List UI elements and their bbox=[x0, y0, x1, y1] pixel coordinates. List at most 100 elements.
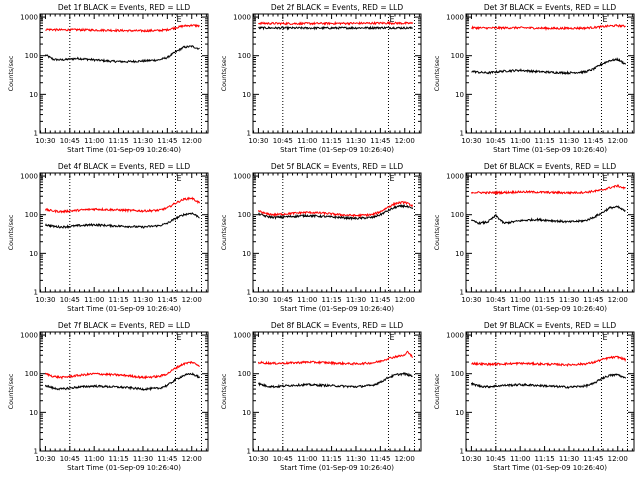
x-tick-label: 12:00 bbox=[182, 296, 202, 304]
lld-series-line bbox=[44, 196, 201, 214]
y-tick-label: 1000 bbox=[233, 332, 251, 340]
y-tick-label: 100 bbox=[451, 211, 464, 219]
events-series-line bbox=[471, 57, 627, 76]
x-tick-label: 11:30 bbox=[559, 455, 579, 463]
chart-title: Det 2f BLACK = Events, RED = LLD bbox=[271, 3, 404, 12]
chart-title: Det 5f BLACK = Events, RED = LLD bbox=[271, 162, 404, 171]
events-series-line bbox=[470, 205, 626, 225]
x-tick-label: 11:00 bbox=[297, 455, 317, 463]
x-tick-label: 11:45 bbox=[370, 296, 390, 304]
chart-title: Det 6f BLACK = Events, RED = LLD bbox=[484, 162, 617, 171]
x-tick-label: 11:15 bbox=[108, 455, 128, 463]
plot-frame bbox=[39, 331, 209, 452]
event-marker-label: E bbox=[176, 333, 181, 342]
events-series-line bbox=[44, 211, 200, 229]
x-tick-label: 11:30 bbox=[133, 137, 153, 145]
x-tick-label: 10:30 bbox=[461, 137, 481, 145]
chart-panel-1: Det 1f BLACK = Events, RED = LLD 1 10 100 10… bbox=[7, 3, 209, 154]
lld-series-line bbox=[471, 355, 627, 367]
x-axis-label: Start Time (01-Sep-09 10:26:40) bbox=[280, 146, 394, 154]
x-tick-label: 11:15 bbox=[321, 296, 341, 304]
y-tick-label: 1 bbox=[34, 448, 38, 456]
x-axis-label: Start Time (01-Sep-09 10:26:40) bbox=[493, 146, 607, 154]
y-axis-label: Counts/sec bbox=[433, 55, 441, 91]
y-tick-label: 10 bbox=[29, 250, 38, 258]
y-tick-label: 1 bbox=[247, 448, 251, 456]
event-marker-label: E bbox=[602, 15, 607, 24]
y-tick-label: 1000 bbox=[20, 14, 38, 22]
y-tick-label: 100 bbox=[25, 211, 38, 219]
x-tick-label: 10:30 bbox=[248, 137, 268, 145]
x-tick-label: 11:45 bbox=[157, 296, 177, 304]
chart-panel-6: Det 6f BLACK = Events, RED = LLD 1 10 100 10… bbox=[433, 162, 635, 313]
plot-frame bbox=[465, 331, 635, 452]
lld-series-line bbox=[258, 20, 414, 26]
y-tick-label: 10 bbox=[242, 250, 251, 258]
chart-title: Det 1f BLACK = Events, RED = LLD bbox=[58, 3, 191, 12]
event-marker-label: E bbox=[389, 333, 394, 342]
plot-frame bbox=[465, 172, 635, 293]
plot-frame bbox=[252, 13, 422, 134]
plot-frame bbox=[39, 172, 209, 293]
y-tick-label: 10 bbox=[242, 91, 251, 99]
y-axis-label: Counts/sec bbox=[7, 55, 15, 91]
x-tick-label: 12:00 bbox=[182, 137, 202, 145]
y-tick-label: 100 bbox=[451, 52, 464, 60]
x-tick-label: 12:00 bbox=[608, 296, 628, 304]
x-tick-label: 11:30 bbox=[346, 296, 366, 304]
x-tick-label: 12:00 bbox=[608, 137, 628, 145]
event-marker-label: E bbox=[602, 333, 607, 342]
x-axis-label: Start Time (01-Sep-09 10:26:40) bbox=[493, 464, 607, 472]
x-tick-label: 11:00 bbox=[510, 296, 530, 304]
y-tick-label: 100 bbox=[25, 370, 38, 378]
x-tick-label: 10:45 bbox=[273, 455, 293, 463]
x-tick-label: 11:30 bbox=[346, 137, 366, 145]
x-tick-label: 11:15 bbox=[534, 455, 554, 463]
x-tick-label: 12:00 bbox=[608, 455, 628, 463]
plot-frame bbox=[252, 331, 422, 452]
chart-panel-8: Det 8f BLACK = Events, RED = LLD 1 10 100 10… bbox=[220, 321, 422, 472]
x-tick-label: 12:00 bbox=[395, 137, 415, 145]
y-tick-label: 10 bbox=[455, 250, 464, 258]
chart-title: Det 8f BLACK = Events, RED = LLD bbox=[271, 321, 404, 330]
x-tick-label: 12:00 bbox=[395, 455, 415, 463]
x-tick-label: 11:45 bbox=[157, 137, 177, 145]
x-tick-label: 10:45 bbox=[273, 296, 293, 304]
x-tick-label: 11:00 bbox=[297, 296, 317, 304]
chart-title: Det 4f BLACK = Events, RED = LLD bbox=[58, 162, 191, 171]
x-tick-label: 12:00 bbox=[182, 455, 202, 463]
plot-frame bbox=[252, 172, 422, 293]
chart-title: Det 3f BLACK = Events, RED = LLD bbox=[484, 3, 617, 12]
x-tick-label: 11:45 bbox=[583, 455, 603, 463]
x-axis-label: Start Time (01-Sep-09 10:26:40) bbox=[67, 305, 181, 313]
plot-frame bbox=[39, 13, 209, 134]
chart-panel-2: Det 2f BLACK = Events, RED = LLD 1 10 100 10… bbox=[220, 3, 422, 154]
y-axis-label: Counts/sec bbox=[220, 214, 228, 250]
lld-series-line bbox=[470, 184, 626, 196]
x-tick-label: 10:30 bbox=[248, 296, 268, 304]
events-series-line bbox=[470, 373, 627, 390]
chart-panel-3: Det 3f BLACK = Events, RED = LLD 1 10 100 10… bbox=[433, 3, 635, 154]
y-tick-label: 1 bbox=[34, 130, 38, 138]
event-marker-label: E bbox=[176, 174, 181, 183]
x-tick-label: 11:15 bbox=[321, 137, 341, 145]
y-tick-label: 100 bbox=[238, 370, 251, 378]
event-marker-label: E bbox=[176, 15, 181, 24]
x-tick-label: 11:00 bbox=[297, 137, 317, 145]
y-axis-label: Counts/sec bbox=[7, 214, 15, 250]
x-tick-label: 10:30 bbox=[35, 137, 55, 145]
y-axis-label: Counts/sec bbox=[220, 55, 228, 91]
x-tick-label: 11:30 bbox=[559, 137, 579, 145]
x-tick-label: 11:15 bbox=[108, 137, 128, 145]
x-tick-label: 11:15 bbox=[108, 296, 128, 304]
x-tick-label: 10:45 bbox=[60, 137, 80, 145]
lld-series-line bbox=[257, 200, 414, 218]
y-tick-label: 100 bbox=[238, 211, 251, 219]
y-axis-label: Counts/sec bbox=[433, 373, 441, 409]
y-tick-label: 1000 bbox=[20, 332, 38, 340]
events-series-line bbox=[44, 45, 200, 64]
x-tick-label: 11:45 bbox=[370, 455, 390, 463]
x-tick-label: 11:45 bbox=[370, 137, 390, 145]
x-tick-label: 10:45 bbox=[486, 455, 506, 463]
lld-series-line bbox=[44, 360, 200, 380]
